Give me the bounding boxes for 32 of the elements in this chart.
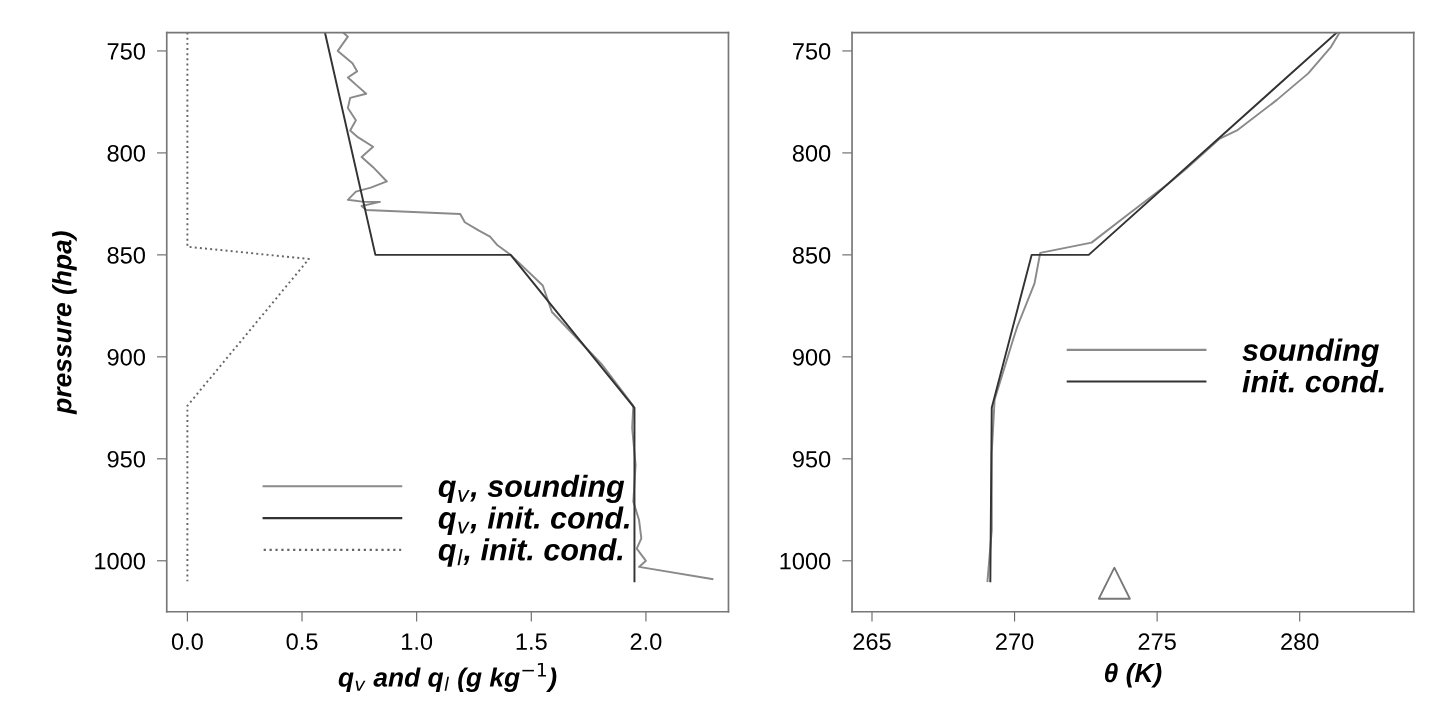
legend-label: sounding xyxy=(1242,338,1379,367)
legend-label: q$_{l}$, init. cond. xyxy=(438,538,623,567)
x-axis-title: q$_{v}$ and q$_{l}$ (g kg$^{−1}$) xyxy=(338,662,557,692)
line-series xyxy=(186,32,310,583)
legend-label: q$_{v}$, sounding xyxy=(438,474,625,504)
y-tick-label: 1000 xyxy=(95,552,145,570)
x-tick-label: 280 xyxy=(1281,633,1319,650)
y-tick-label: 950 xyxy=(107,450,145,468)
x-tick-label: 1.0 xyxy=(402,633,433,650)
legend-label: q$_{v}$, init. cond. xyxy=(438,506,629,535)
x-tick-label: 275 xyxy=(1138,633,1176,650)
y-tick-label: 900 xyxy=(107,348,145,366)
x-tick-label: 0.0 xyxy=(171,633,203,650)
y-tick-label: 800 xyxy=(792,144,831,162)
x-tick-label: 2.0 xyxy=(630,633,662,650)
y-tick-label: 900 xyxy=(792,348,831,366)
y-tick-label: 850 xyxy=(107,246,145,264)
line-series xyxy=(323,32,636,583)
y-tick-label: 850 xyxy=(792,246,831,264)
x-axis-title: θ (K) xyxy=(1104,662,1162,688)
y-tick-label: 800 xyxy=(107,144,145,162)
x-tick-label: 270 xyxy=(996,633,1034,650)
y-axis-title: pressure (hpa) xyxy=(52,231,77,415)
x-tick-label: 265 xyxy=(853,633,891,650)
x-tick-label: 1.5 xyxy=(516,633,547,650)
legend-label: init. cond. xyxy=(1242,370,1384,393)
y-tick-label: 1000 xyxy=(780,552,831,570)
y-tick-label: 950 xyxy=(792,450,831,468)
x-tick-label: 0.5 xyxy=(286,633,318,650)
y-tick-label: 750 xyxy=(793,43,831,60)
line-series xyxy=(336,32,714,581)
y-tick-label: 750 xyxy=(107,43,145,60)
